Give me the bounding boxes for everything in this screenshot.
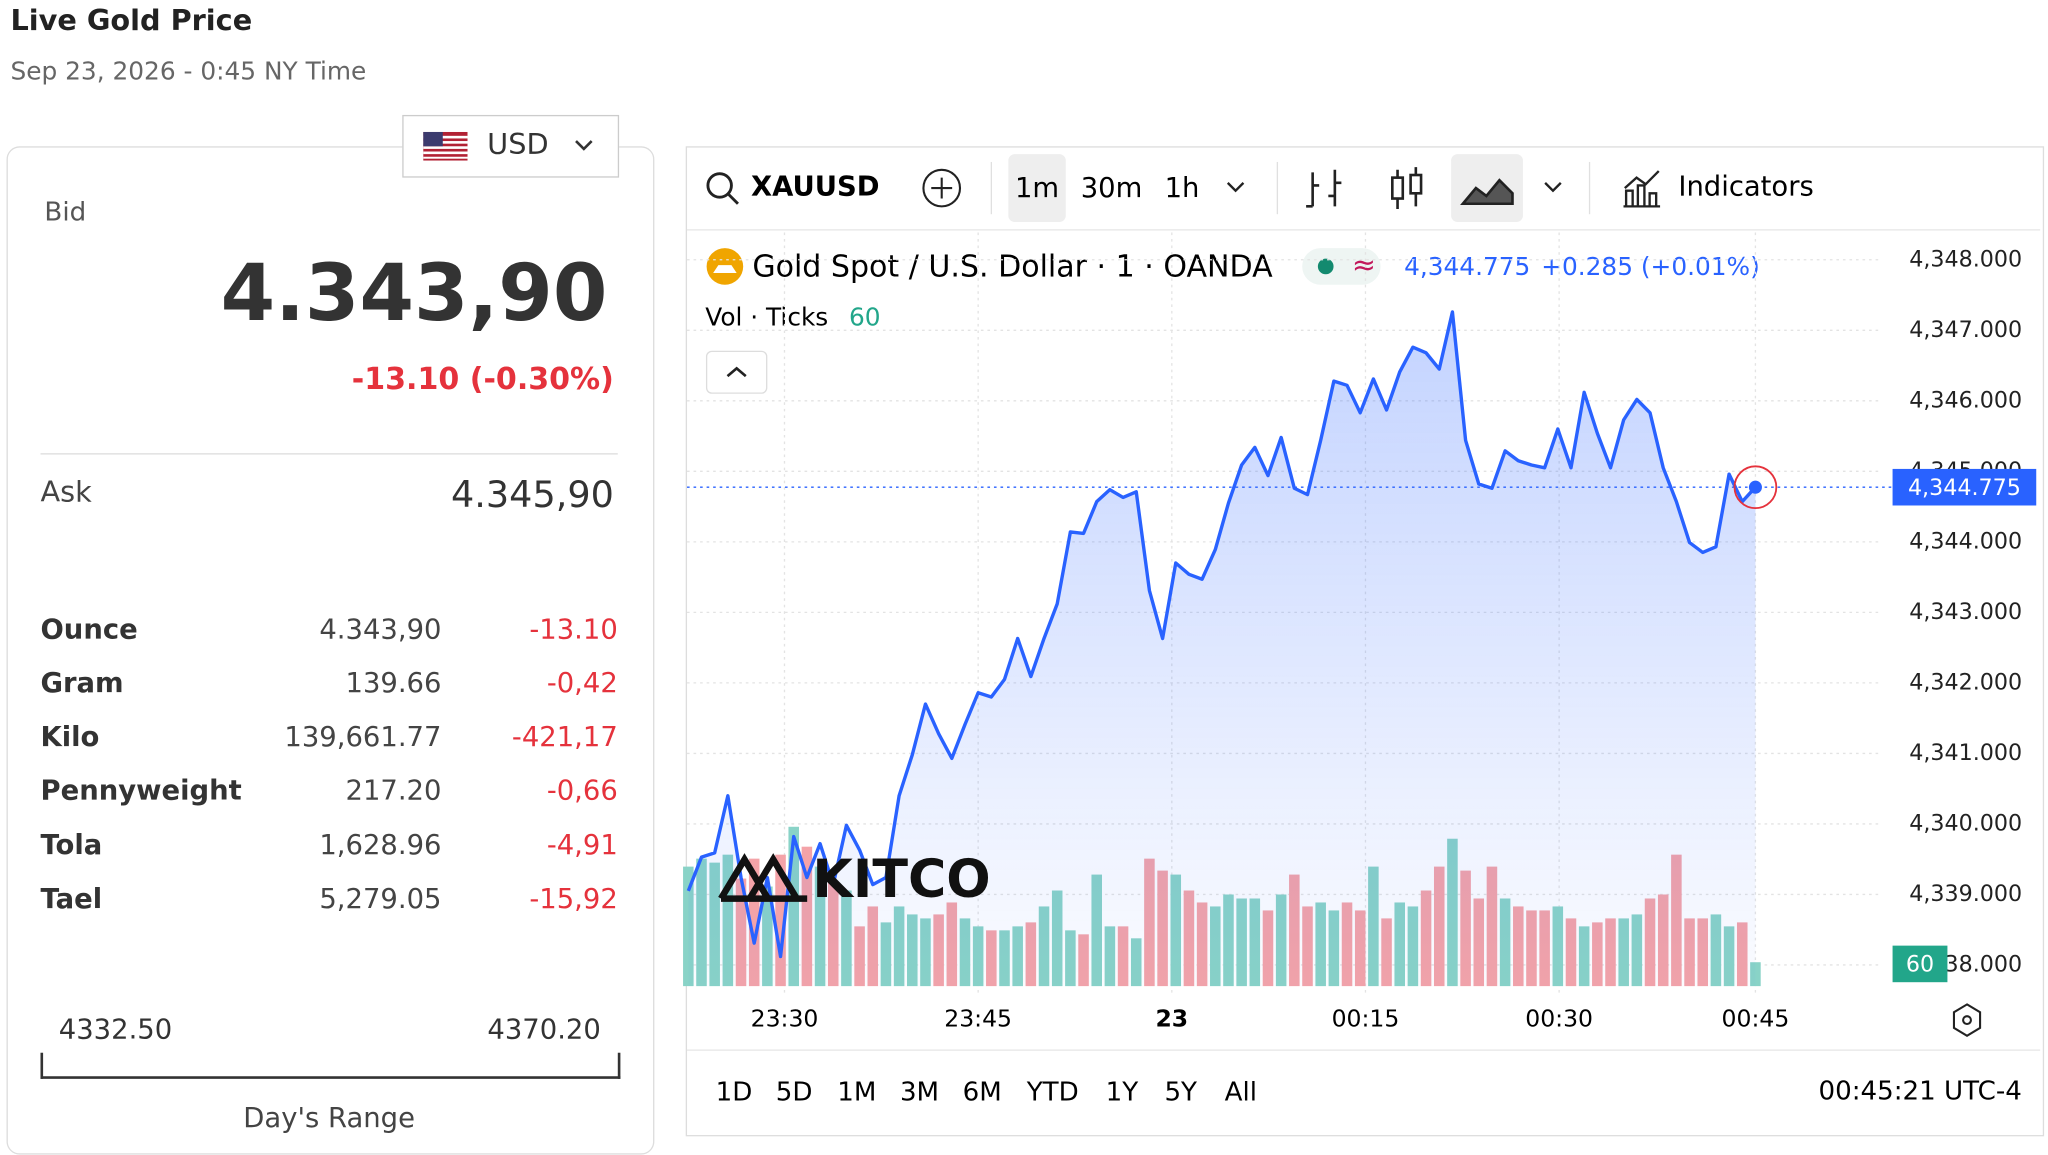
chart-widget (685, 146, 2045, 1137)
settings-icon[interactable] (1952, 1003, 1982, 1037)
range-bar (40, 1052, 621, 1079)
bid-change: -13.10 (-0.30%) (351, 363, 614, 398)
interval[interactable]: 1m (1015, 173, 1059, 204)
add-symbol[interactable] (922, 168, 962, 208)
y-tick-label: 4,341.000 (1909, 740, 2022, 766)
y-tick-label: 4,344.000 (1909, 528, 2022, 554)
unit-change: -13.10 (529, 613, 618, 646)
volume-title: Vol · Ticks (705, 303, 828, 332)
unit-price: 139,661.77 (284, 720, 442, 753)
currency: USD (487, 129, 549, 162)
interval-active (1008, 154, 1066, 223)
unit-change: -4,91 (546, 829, 618, 861)
y-tick-label: 4,347.000 (1909, 317, 2022, 343)
search-icon[interactable] (706, 172, 733, 199)
range-button[interactable]: 1M (837, 1078, 876, 1108)
x-tick-label: 00:30 (1525, 1005, 1593, 1033)
x-tick-label: 23:45 (944, 1005, 1012, 1033)
area (688, 311, 1756, 987)
bid-price: 4.343,90 (220, 248, 608, 340)
candles-icon[interactable] (1391, 176, 1405, 200)
type-menu[interactable] (1544, 182, 1562, 193)
y-tick-label: 4,339.000 (1909, 881, 2022, 907)
unit-price: 139.66 (345, 667, 442, 699)
unit-name: Kilo (40, 720, 100, 753)
unit-change: -15,92 (529, 882, 618, 915)
range-button[interactable]: 1Y (1106, 1078, 1139, 1108)
last-price-tag (1892, 468, 2037, 506)
status-pill (1302, 248, 1381, 285)
chevron (575, 140, 593, 151)
price-change: +0.285 (+0.01%) (1541, 252, 1760, 281)
last-volume-tag-text: 60 (1906, 952, 1934, 978)
ask-label: Ask (40, 476, 92, 510)
unit-price: 217.20 (345, 774, 442, 806)
range-button[interactable]: 1D (716, 1078, 753, 1108)
unit-price: 4.343,90 (319, 613, 442, 646)
flag (423, 131, 468, 161)
range-button[interactable]: 5Y (1164, 1078, 1197, 1108)
bars-icon[interactable] (1306, 169, 1342, 208)
divider (40, 453, 618, 455)
clock: 00:45:21 UTC-4 (1819, 1076, 2022, 1106)
y-tick-label: 4,348.000 (1909, 246, 2022, 272)
x-tick-label: 23 (1155, 1005, 1188, 1033)
y-tick-label: 4,340.000 (1909, 810, 2022, 836)
y-tick-label: 4,342.000 (1909, 669, 2022, 695)
area-icon-active[interactable] (1451, 154, 1523, 223)
range-button[interactable]: 6M (963, 1078, 1002, 1108)
x-tick-label: 23:30 (751, 1005, 819, 1033)
range-button[interactable]: 5D (776, 1078, 813, 1108)
price-line (686, 310, 1757, 959)
indicators-icon[interactable] (1623, 170, 1661, 208)
last-point-ring (1733, 465, 1778, 510)
page-subtitle: Sep 23, 2026 - 0:45 NY Time (10, 57, 367, 87)
interval-menu[interactable] (1226, 182, 1245, 193)
logo-text: KITCO (812, 850, 990, 910)
range-button[interactable]: YTD (1026, 1078, 1079, 1108)
currency-select[interactable]: USD (402, 114, 620, 178)
unit-price: 5,279.05 (319, 882, 442, 915)
x-tick-label: 00:45 (1722, 1005, 1790, 1033)
range-button[interactable]: 3M (900, 1078, 939, 1108)
unit-name: Tael (40, 882, 103, 915)
y-tick-label: 4,343.000 (1909, 599, 2022, 625)
volume-bar (775, 854, 786, 987)
x-tick-label: 00:15 (1332, 1005, 1400, 1033)
range-label: Day's Range (243, 1102, 415, 1134)
last-price: 4,344.775 (1404, 252, 1530, 281)
unit-name: Pennyweight (40, 774, 242, 806)
volume-last: 60 (849, 303, 881, 332)
y-tick-label: 4,346.000 (1909, 387, 2022, 413)
unit-change: -0,42 (546, 667, 618, 699)
page-title: Live Gold Price (10, 5, 253, 38)
bid-label: Bid (44, 195, 87, 228)
interval[interactable]: 1h (1165, 173, 1200, 204)
unit-name: Ounce (40, 613, 138, 646)
logo: KITCO (718, 850, 991, 910)
interval[interactable]: 30m (1081, 173, 1143, 204)
range-low: 4332.50 (58, 1013, 173, 1045)
indicators[interactable]: Indicators (1678, 172, 1813, 203)
last-point (1748, 480, 1762, 494)
volume-bar (748, 858, 760, 987)
unit-change: -0,66 (546, 774, 618, 806)
symbol[interactable]: XAUUSD (751, 172, 880, 203)
unit-change: -421,17 (511, 720, 618, 753)
collapse-button[interactable] (705, 350, 768, 394)
range-button[interactable]: All (1225, 1078, 1257, 1108)
unit-price: 1,628.96 (319, 829, 442, 861)
unit-name: Tola (40, 829, 103, 861)
svg-text:≈: ≈ (1352, 247, 1376, 281)
range-high: 4370.20 (487, 1013, 601, 1045)
last-volume-tag (1892, 945, 1948, 983)
unit-name: Gram (40, 667, 124, 699)
ask-price: 4.345,90 (451, 472, 614, 516)
last-price-tag-text: 4,344.775 (1908, 475, 2021, 501)
chart-title: Gold Spot / U.S. Dollar · 1 · OANDA (752, 249, 1273, 284)
